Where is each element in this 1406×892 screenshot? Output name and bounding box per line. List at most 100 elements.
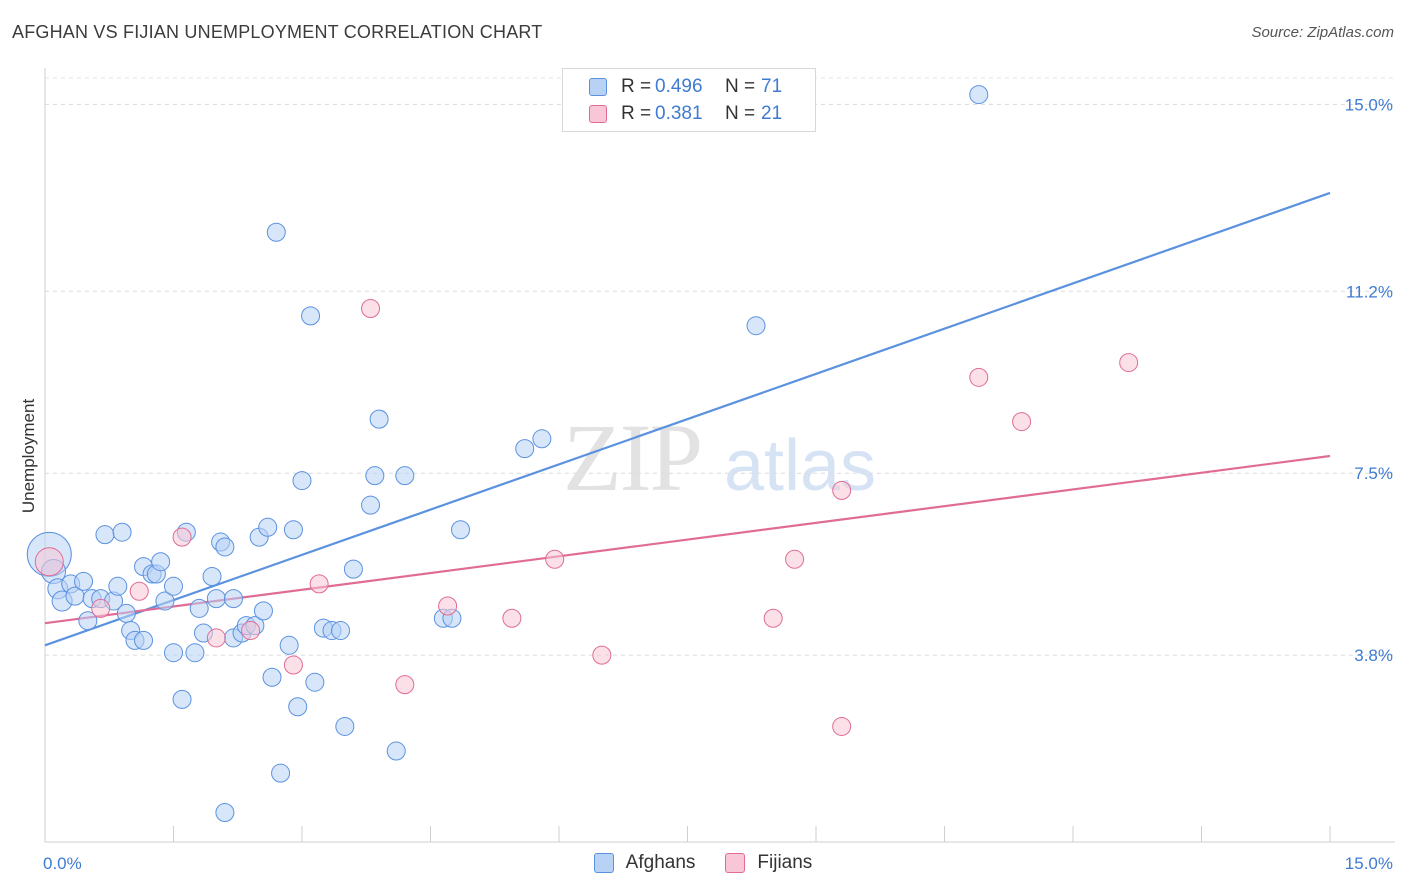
point-afghans (532, 429, 552, 449)
point-fijians (502, 608, 522, 628)
correlation-legend: R = 0.496 N = 71 R = 0.381 N = 21 (562, 68, 816, 132)
legend-r-label: R = (621, 103, 652, 124)
point-afghans (450, 520, 470, 540)
watermark-atlas: atlas (724, 426, 876, 506)
point-afghans (134, 630, 154, 650)
y-tick-label: 3.8% (1354, 646, 1393, 665)
series-legend: Afghans Fijians (0, 852, 1406, 874)
fijians-n-value: 21 (761, 103, 783, 124)
point-afghans (365, 466, 385, 486)
y-axis-label: Unemployment (19, 399, 38, 514)
point-afghans (151, 552, 171, 572)
point-afghans (266, 222, 286, 242)
point-afghans (288, 697, 308, 717)
point-afghans (164, 643, 183, 663)
point-fijians (832, 480, 852, 500)
fijians-legend-label: Fijians (757, 852, 813, 873)
point-afghans (279, 635, 299, 655)
point-afghans (331, 621, 351, 641)
watermark: ZIP atlas (563, 404, 876, 511)
point-afghans (283, 520, 303, 540)
point-fijians (438, 596, 458, 616)
point-fijians (395, 675, 415, 695)
y-tick-label: 11.2% (1346, 282, 1393, 301)
x-tick-label: 15.0% (1345, 854, 1393, 873)
y-tick-label: 7.5% (1354, 464, 1393, 483)
point-afghans (343, 559, 363, 579)
point-fijians (34, 547, 64, 577)
point-afghans (335, 716, 355, 736)
point-afghans (262, 667, 282, 687)
grid-lines (45, 77, 1395, 656)
x-tick-label: 0.0% (43, 854, 82, 873)
point-fijians (832, 716, 852, 736)
point-fijians (545, 549, 565, 569)
point-afghans (172, 689, 192, 709)
afghans-legend-swatch (593, 853, 614, 873)
point-afghans (258, 517, 278, 537)
point-afghans (292, 471, 312, 491)
point-afghans (215, 802, 235, 822)
fijians-r-value: 0.381 (655, 103, 703, 124)
afghans-legend-label: Afghans (625, 852, 696, 873)
point-afghans (215, 537, 235, 557)
point-fijians (1012, 412, 1032, 432)
point-fijians (172, 527, 192, 547)
point-afghans (202, 566, 222, 586)
point-afghans (206, 589, 226, 609)
point-afghans (271, 763, 291, 783)
point-fijians (283, 655, 303, 675)
point-afghans (74, 571, 94, 591)
point-afghans (395, 466, 415, 486)
point-afghans (112, 522, 132, 542)
point-fijians (1119, 353, 1139, 373)
point-afghans (515, 439, 535, 459)
legend-row-afghans: R = 0.496 N = 71 (589, 75, 782, 99)
point-afghans (223, 589, 243, 609)
y-tick-label: 15.0% (1345, 95, 1393, 114)
point-fijians (592, 645, 612, 665)
x-tick-labels: 0.0% 15.0% (43, 854, 1393, 873)
point-fijians (969, 367, 989, 387)
point-afghans (78, 611, 98, 631)
axes (44, 68, 1395, 843)
afghans-r-value: 0.496 (655, 76, 703, 97)
point-afghans (746, 316, 766, 336)
legend-n-label: N = (725, 103, 756, 124)
afghans-swatch (589, 78, 607, 96)
trend-lines (44, 191, 1331, 647)
watermark-zip: ZIP (563, 404, 701, 511)
point-fijians (129, 581, 149, 601)
data-points (26, 85, 1139, 822)
point-afghans (969, 85, 989, 105)
legend-n-label: N = (725, 76, 756, 97)
point-fijians (361, 298, 381, 318)
point-fijians (91, 598, 111, 618)
point-afghans (116, 603, 136, 623)
point-afghans (155, 591, 175, 611)
point-afghans (189, 598, 209, 618)
chart-title: AFGHAN VS FIJIAN UNEMPLOYMENT CORRELATIO… (12, 22, 543, 42)
point-afghans (301, 306, 321, 326)
legend-item-fijians: Fijians (725, 852, 812, 874)
chart-source: Source: ZipAtlas.com (1251, 24, 1394, 41)
point-afghans (361, 495, 381, 515)
legend-r-label: R = (621, 76, 652, 97)
point-fijians (206, 628, 226, 648)
fijians-swatch (589, 105, 607, 123)
point-afghans (108, 576, 128, 596)
fijians-legend-swatch (725, 853, 746, 873)
point-fijians (309, 574, 329, 594)
point-fijians (785, 549, 805, 569)
point-afghans (95, 525, 115, 545)
point-afghans (185, 643, 205, 663)
point-afghans (386, 741, 406, 761)
point-afghans (305, 672, 325, 692)
legend-row-fijians: R = 0.381 N = 21 (589, 102, 782, 126)
legend-item-afghans: Afghans (593, 852, 696, 874)
afghans-n-value: 71 (761, 76, 783, 97)
point-fijians (763, 608, 783, 628)
y-tick-labels: 3.8% 7.5% 11.2% 15.0% (1345, 95, 1393, 665)
point-afghans (164, 576, 183, 596)
